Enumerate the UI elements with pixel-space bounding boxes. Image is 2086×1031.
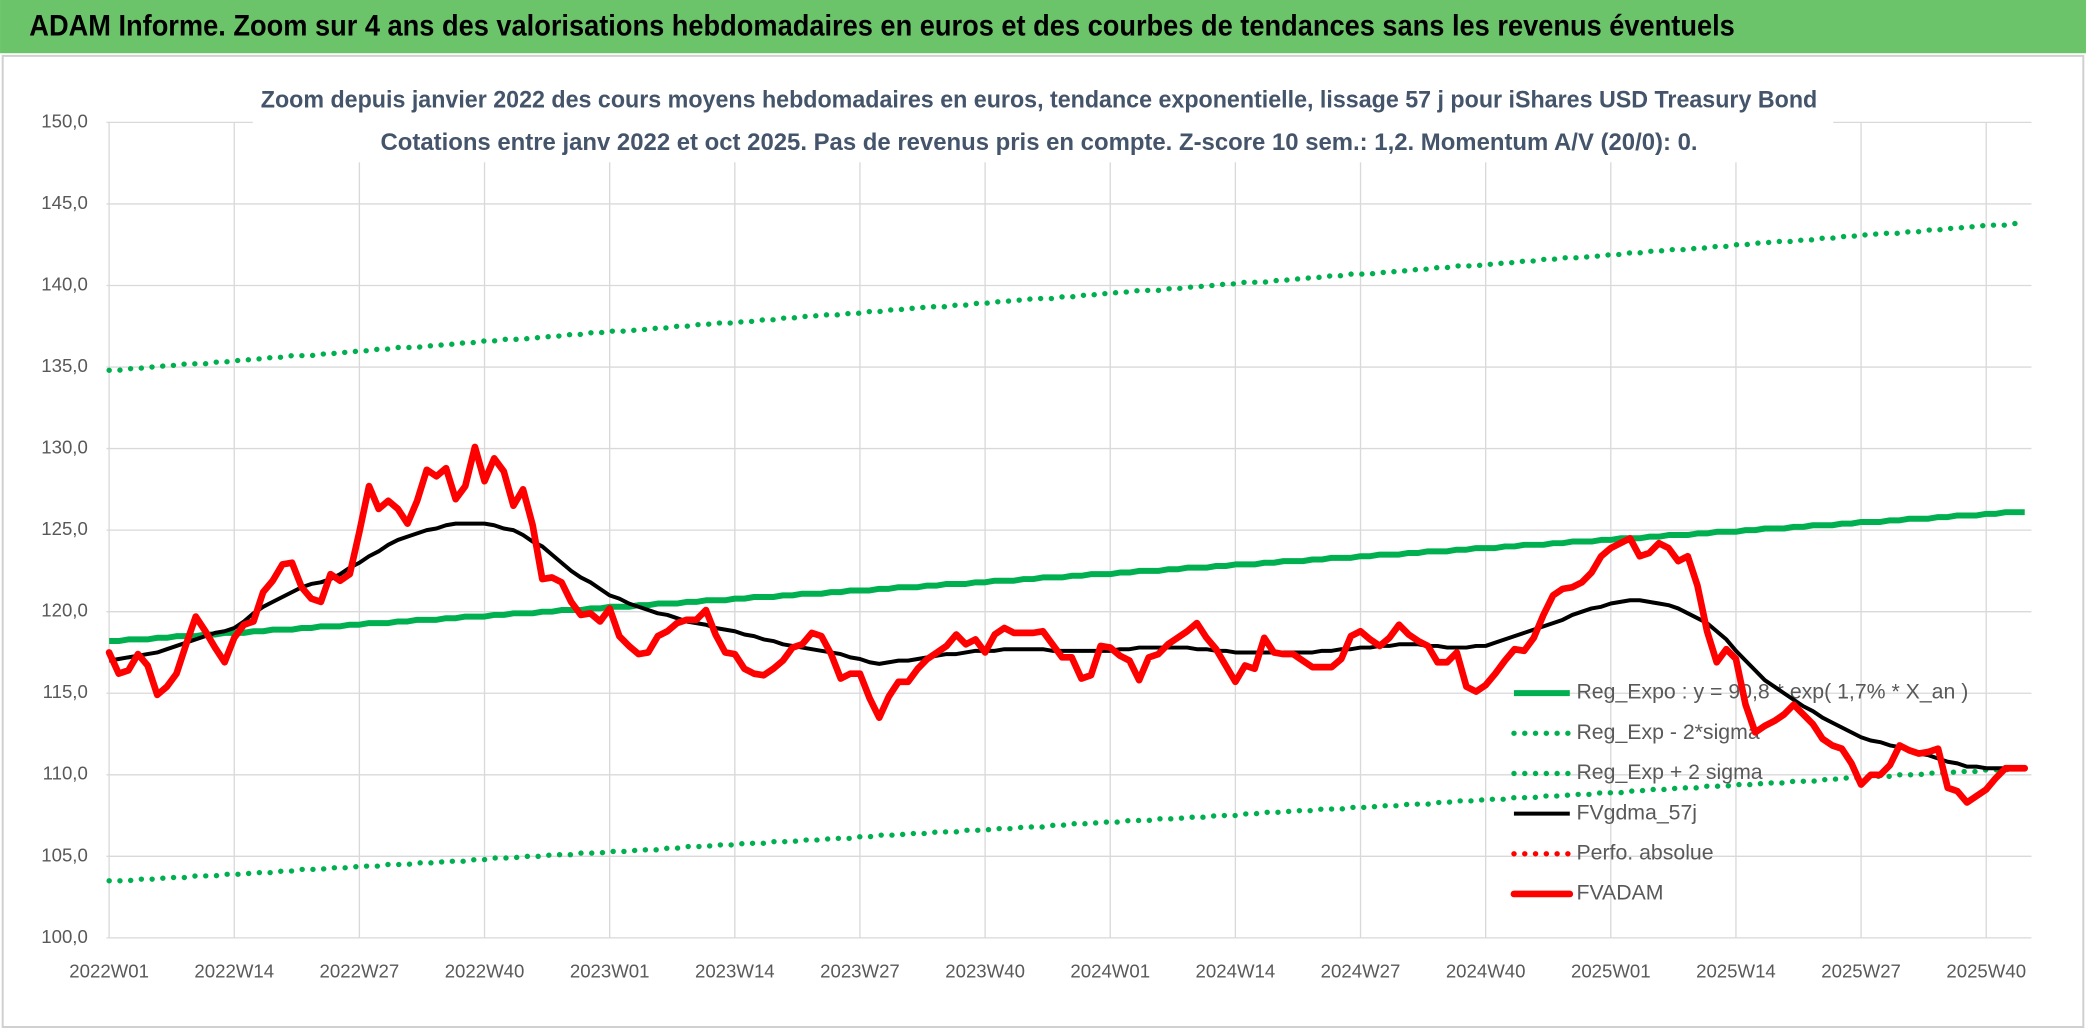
- y-tick-label: 100,0: [41, 926, 88, 947]
- header-bar: [0, 0, 2086, 54]
- header-title: ADAM Informe. Zoom sur 4 ans des valoris…: [29, 11, 1734, 43]
- chart-subtitle: Cotations entre janv 2022 et oct 2025. P…: [380, 129, 1697, 156]
- chart-title: Zoom depuis janvier 2022 des cours moyen…: [261, 86, 1817, 113]
- series-lines: [105, 220, 2029, 884]
- x-tick-label: 2023W14: [695, 960, 775, 981]
- y-tick-label: 140,0: [41, 273, 88, 294]
- x-tick-label: 2025W27: [1821, 960, 1901, 981]
- x-tick-label: 2022W40: [445, 960, 525, 981]
- x-tick-label: 2023W40: [945, 960, 1025, 981]
- x-tick-label: 2022W27: [320, 960, 400, 981]
- x-tick-label: 2022W01: [69, 960, 149, 981]
- legend-label: Perfo. absolue: [1576, 840, 1713, 864]
- legend-label: FVADAM: [1576, 881, 1663, 905]
- x-tick-label: 2023W01: [570, 960, 650, 981]
- y-tick-label: 105,0: [41, 844, 88, 865]
- y-tick-label: 130,0: [41, 437, 88, 458]
- chart-frame: [1, 54, 2085, 1029]
- y-tick-label: 120,0: [41, 600, 88, 621]
- grid: 100,0 105,0 110,0 115,0 120,0 125,0 130,0 135,0…: [41, 110, 2032, 981]
- x-tick-label: 2022W14: [194, 960, 274, 981]
- x-tick-label: 2025W40: [1946, 960, 2026, 981]
- y-tick-label: 145,0: [41, 192, 88, 213]
- legend-label: Reg_Expo : y = 90,8 * exp( 1,7% * X_an ): [1576, 680, 1968, 704]
- title-background: [252, 79, 1834, 163]
- legend-label: FVgdma_57j: [1576, 800, 1697, 824]
- series-line: [109, 509, 2025, 645]
- series-line: [105, 443, 2029, 806]
- y-tick-label: 110,0: [43, 763, 88, 784]
- y-tick-label: 135,0: [41, 355, 88, 376]
- legend: Reg_Expo : y = 90,8 * exp( 1,7% * X_an )…: [1510, 680, 1968, 905]
- series-line: [106, 765, 2028, 884]
- x-tick-label: 2024W27: [1321, 960, 1401, 981]
- series-line: [106, 220, 2028, 373]
- x-tick-label: 2024W01: [1070, 960, 1150, 981]
- y-tick-label: 150,0: [41, 110, 88, 131]
- legend-label: Reg_Exp - 2*sigma: [1576, 720, 1759, 744]
- x-tick-label: 2023W27: [820, 960, 900, 981]
- x-tick-label: 2025W01: [1571, 960, 1651, 981]
- x-tick-label: 2024W40: [1446, 960, 1526, 981]
- x-tick-label: 2024W14: [1196, 960, 1276, 981]
- x-tick-label: 2025W14: [1696, 960, 1776, 981]
- y-tick-label: 115,0: [43, 681, 88, 702]
- y-tick-label: 125,0: [41, 518, 88, 539]
- legend-label: Reg_Exp + 2 sigma: [1576, 760, 1762, 784]
